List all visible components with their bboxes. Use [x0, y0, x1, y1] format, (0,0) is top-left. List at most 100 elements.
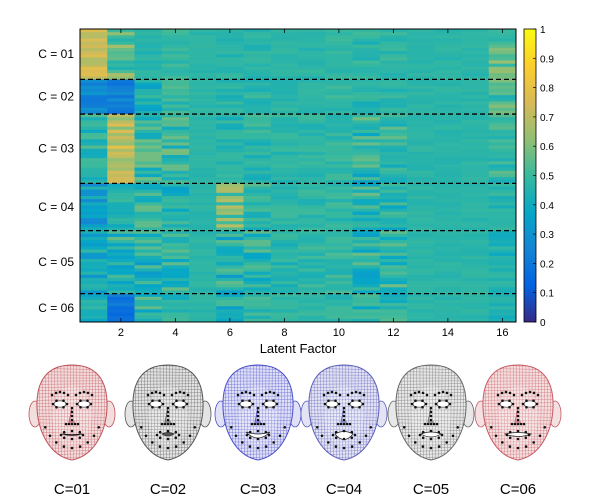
heatmap-cell	[216, 170, 244, 175]
heatmap-cell	[107, 214, 135, 219]
heatmap-cell	[270, 262, 299, 266]
heatmap-cell	[161, 107, 190, 112]
heatmap-cell	[270, 107, 299, 112]
heatmap-cell	[352, 205, 381, 209]
heatmap-cell	[461, 236, 490, 241]
heatmap-cell	[434, 211, 462, 216]
heatmap-cell	[161, 287, 190, 291]
heatmap-cell	[80, 281, 108, 285]
heatmap-cell	[134, 202, 163, 206]
heatmap-cell	[298, 167, 326, 172]
heatmap-cell	[434, 233, 462, 238]
x-tick-label: 16	[496, 327, 508, 339]
heatmap-cell	[352, 189, 381, 194]
heatmap-cell	[407, 69, 435, 74]
heatmap-cell	[461, 173, 490, 178]
heatmap-cell	[461, 183, 490, 187]
heatmap-cell	[434, 252, 462, 257]
heatmap-cell	[325, 41, 353, 46]
heatmap-cell	[352, 296, 381, 301]
heatmap-cell	[298, 82, 326, 87]
heatmap-cell	[270, 183, 299, 187]
heatmap-cell	[407, 281, 435, 285]
heatmap-cell	[298, 281, 326, 285]
heatmap-cell	[243, 69, 272, 74]
heatmap-cell	[488, 88, 517, 93]
heatmap-cell	[379, 284, 408, 288]
heatmap-cell	[189, 164, 217, 169]
heatmap-cell	[298, 29, 326, 33]
heatmap-cell	[488, 98, 517, 102]
heatmap-cell	[379, 180, 408, 184]
heatmap-cell	[243, 296, 272, 301]
heatmap-cell	[407, 85, 435, 90]
heatmap-cell	[379, 167, 408, 172]
heatmap-cell	[488, 299, 517, 304]
heatmap-cell	[80, 189, 108, 194]
heatmap-cell	[107, 271, 135, 276]
face-label: C=05	[413, 481, 449, 498]
heatmap-cell	[461, 299, 490, 304]
heatmap-cell	[488, 309, 517, 313]
heatmap-cell	[107, 236, 135, 241]
heatmap-cell	[161, 224, 190, 228]
heatmap-cell	[80, 180, 108, 184]
heatmap-cell	[80, 41, 108, 46]
heatmap-cell	[488, 95, 517, 99]
heatmap-cell	[461, 66, 490, 71]
heatmap-cell	[243, 199, 272, 203]
heatmap-cell	[325, 173, 353, 178]
heatmap-cell	[325, 44, 353, 49]
heatmap-cell	[107, 246, 135, 250]
heatmap-cell	[407, 208, 435, 213]
heatmap-cell	[161, 309, 190, 313]
heatmap-cell	[379, 60, 408, 65]
heatmap-cell	[270, 218, 299, 222]
heatmap-cell	[161, 51, 190, 55]
heatmap-cell	[189, 136, 217, 140]
heatmap-cell	[216, 158, 244, 162]
heatmap-cell	[298, 145, 326, 150]
heatmap-cell	[407, 252, 435, 257]
heatmap-cell	[107, 281, 135, 285]
heatmap-cell	[161, 258, 190, 263]
heatmap-cell	[325, 195, 353, 200]
heatmap-cell	[80, 120, 108, 124]
heatmap-cell	[379, 35, 408, 39]
heatmap-cell	[189, 51, 217, 55]
heatmap-cell	[352, 63, 381, 68]
heatmap-cell	[461, 110, 490, 115]
heatmap-cell	[107, 110, 135, 115]
heatmap-cell	[243, 148, 272, 153]
heatmap-cell	[325, 107, 353, 112]
heatmap-cell	[461, 303, 490, 307]
heatmap-cell	[461, 186, 490, 191]
heatmap-cell	[80, 265, 108, 269]
colorbar-tick-label: 0.2	[540, 259, 554, 270]
heatmap-cell	[189, 281, 217, 285]
heatmap-cell	[379, 236, 408, 241]
heatmap-cell	[352, 312, 381, 317]
heatmap-cell	[189, 101, 217, 106]
heatmap-cell	[461, 69, 490, 74]
heatmap-cell	[298, 120, 326, 124]
heatmap-cell	[189, 173, 217, 178]
heatmap-cell	[243, 129, 272, 134]
heatmap-cell	[461, 258, 490, 263]
heatmap-cell	[134, 240, 163, 244]
heatmap-cell	[434, 221, 462, 225]
heatmap-cell	[107, 139, 135, 143]
heatmap-cell	[379, 211, 408, 216]
heatmap-cell	[352, 240, 381, 244]
heatmap-cell	[379, 54, 408, 58]
heatmap-cell	[298, 170, 326, 175]
heatmap-cell	[298, 189, 326, 194]
heatmap-cell	[352, 51, 381, 55]
heatmap-cell	[216, 66, 244, 71]
heatmap-cell	[325, 214, 353, 219]
heatmap-cell	[270, 32, 299, 36]
heatmap-cell	[243, 189, 272, 194]
heatmap-cell	[161, 186, 190, 191]
heatmap-cell	[134, 110, 163, 115]
heatmap-cell	[216, 293, 244, 298]
